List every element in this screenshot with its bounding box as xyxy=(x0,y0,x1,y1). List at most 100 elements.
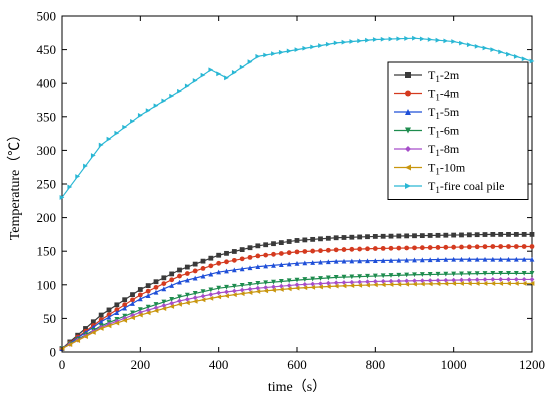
data-point xyxy=(443,271,449,277)
data-point xyxy=(216,252,222,258)
data-point xyxy=(247,265,253,271)
data-point xyxy=(513,244,519,249)
data-point xyxy=(145,293,151,298)
data-point xyxy=(192,295,198,301)
legend-item: T1-10m xyxy=(394,161,466,177)
x-tick-label: 0 xyxy=(59,357,66,372)
data-point xyxy=(216,285,222,291)
legend-label: T1-6m xyxy=(428,124,460,140)
x-axis-title: time（s） xyxy=(268,379,326,395)
data-point xyxy=(114,302,120,308)
series-layer xyxy=(59,35,535,352)
data-point xyxy=(318,236,323,242)
x-tick-label: 800 xyxy=(366,357,386,372)
data-point xyxy=(83,334,88,339)
data-point xyxy=(263,285,269,290)
data-point xyxy=(106,314,112,320)
data-point xyxy=(341,258,347,264)
data-point xyxy=(161,98,167,104)
data-point xyxy=(349,39,355,44)
data-point xyxy=(247,281,253,287)
data-point xyxy=(318,259,323,265)
data-point xyxy=(302,285,308,291)
data-point xyxy=(192,268,198,274)
data-point xyxy=(349,258,355,264)
data-point xyxy=(482,232,488,237)
x-tick-label: 1200 xyxy=(519,357,545,372)
data-point xyxy=(388,257,394,263)
data-point xyxy=(427,257,433,263)
legend-label: T1-2m xyxy=(428,68,460,84)
data-point xyxy=(333,283,339,289)
data-point xyxy=(380,245,386,251)
data-point xyxy=(153,284,159,290)
data-point xyxy=(372,234,378,239)
data-point xyxy=(318,281,323,286)
data-point xyxy=(130,118,135,124)
legend: T1-2m T1-4m T1-5m T1-6m T1-8m T1-10m T1-fire c… xyxy=(387,61,529,200)
data-point xyxy=(380,278,386,284)
data-point xyxy=(231,257,237,263)
data-point xyxy=(278,279,284,284)
data-point xyxy=(302,45,308,51)
data-point xyxy=(286,48,292,54)
data-point xyxy=(59,195,65,200)
data-point xyxy=(380,273,386,279)
data-point xyxy=(357,279,363,285)
data-point xyxy=(459,277,464,283)
data-point xyxy=(169,93,175,99)
data-point xyxy=(451,256,457,262)
data-point xyxy=(137,307,143,313)
data-point xyxy=(529,58,535,64)
series-6m xyxy=(59,270,535,352)
y-tick-label: 400 xyxy=(37,76,57,91)
data-point xyxy=(286,286,292,292)
data-point xyxy=(106,323,112,329)
data-point xyxy=(310,284,316,290)
data-point xyxy=(490,281,496,286)
data-point xyxy=(412,281,417,287)
data-point xyxy=(200,266,206,271)
data-point xyxy=(294,277,300,283)
data-point xyxy=(310,236,316,242)
data-point xyxy=(271,279,276,285)
data-point xyxy=(490,47,496,52)
data-point xyxy=(184,271,190,276)
data-point xyxy=(153,302,159,307)
data-point xyxy=(192,291,198,296)
data-point xyxy=(498,277,504,282)
data-point xyxy=(318,43,323,48)
data-point xyxy=(427,281,433,287)
data-point xyxy=(365,282,370,288)
data-point xyxy=(184,264,190,270)
data-point xyxy=(231,249,237,254)
data-point xyxy=(412,257,417,263)
data-point xyxy=(184,296,190,302)
data-point xyxy=(341,274,347,280)
data-point xyxy=(169,277,175,283)
data-point xyxy=(286,278,292,284)
data-point xyxy=(271,262,276,268)
data-point xyxy=(482,244,488,250)
data-point xyxy=(224,259,229,265)
data-point xyxy=(263,288,269,294)
data-point xyxy=(474,277,480,283)
data-point xyxy=(482,256,488,262)
data-point xyxy=(333,40,339,46)
data-point xyxy=(145,283,151,289)
data-point xyxy=(192,261,198,267)
data-point xyxy=(443,244,449,250)
data-point xyxy=(239,291,245,297)
data-point xyxy=(145,108,151,114)
data-point xyxy=(137,287,143,292)
data-point xyxy=(83,163,88,169)
data-point xyxy=(474,43,480,49)
data-point xyxy=(130,315,135,321)
data-point xyxy=(169,304,175,309)
data-point xyxy=(271,241,276,247)
data-point xyxy=(224,75,229,81)
data-point xyxy=(412,278,417,284)
x-tick-label: 200 xyxy=(131,357,151,372)
